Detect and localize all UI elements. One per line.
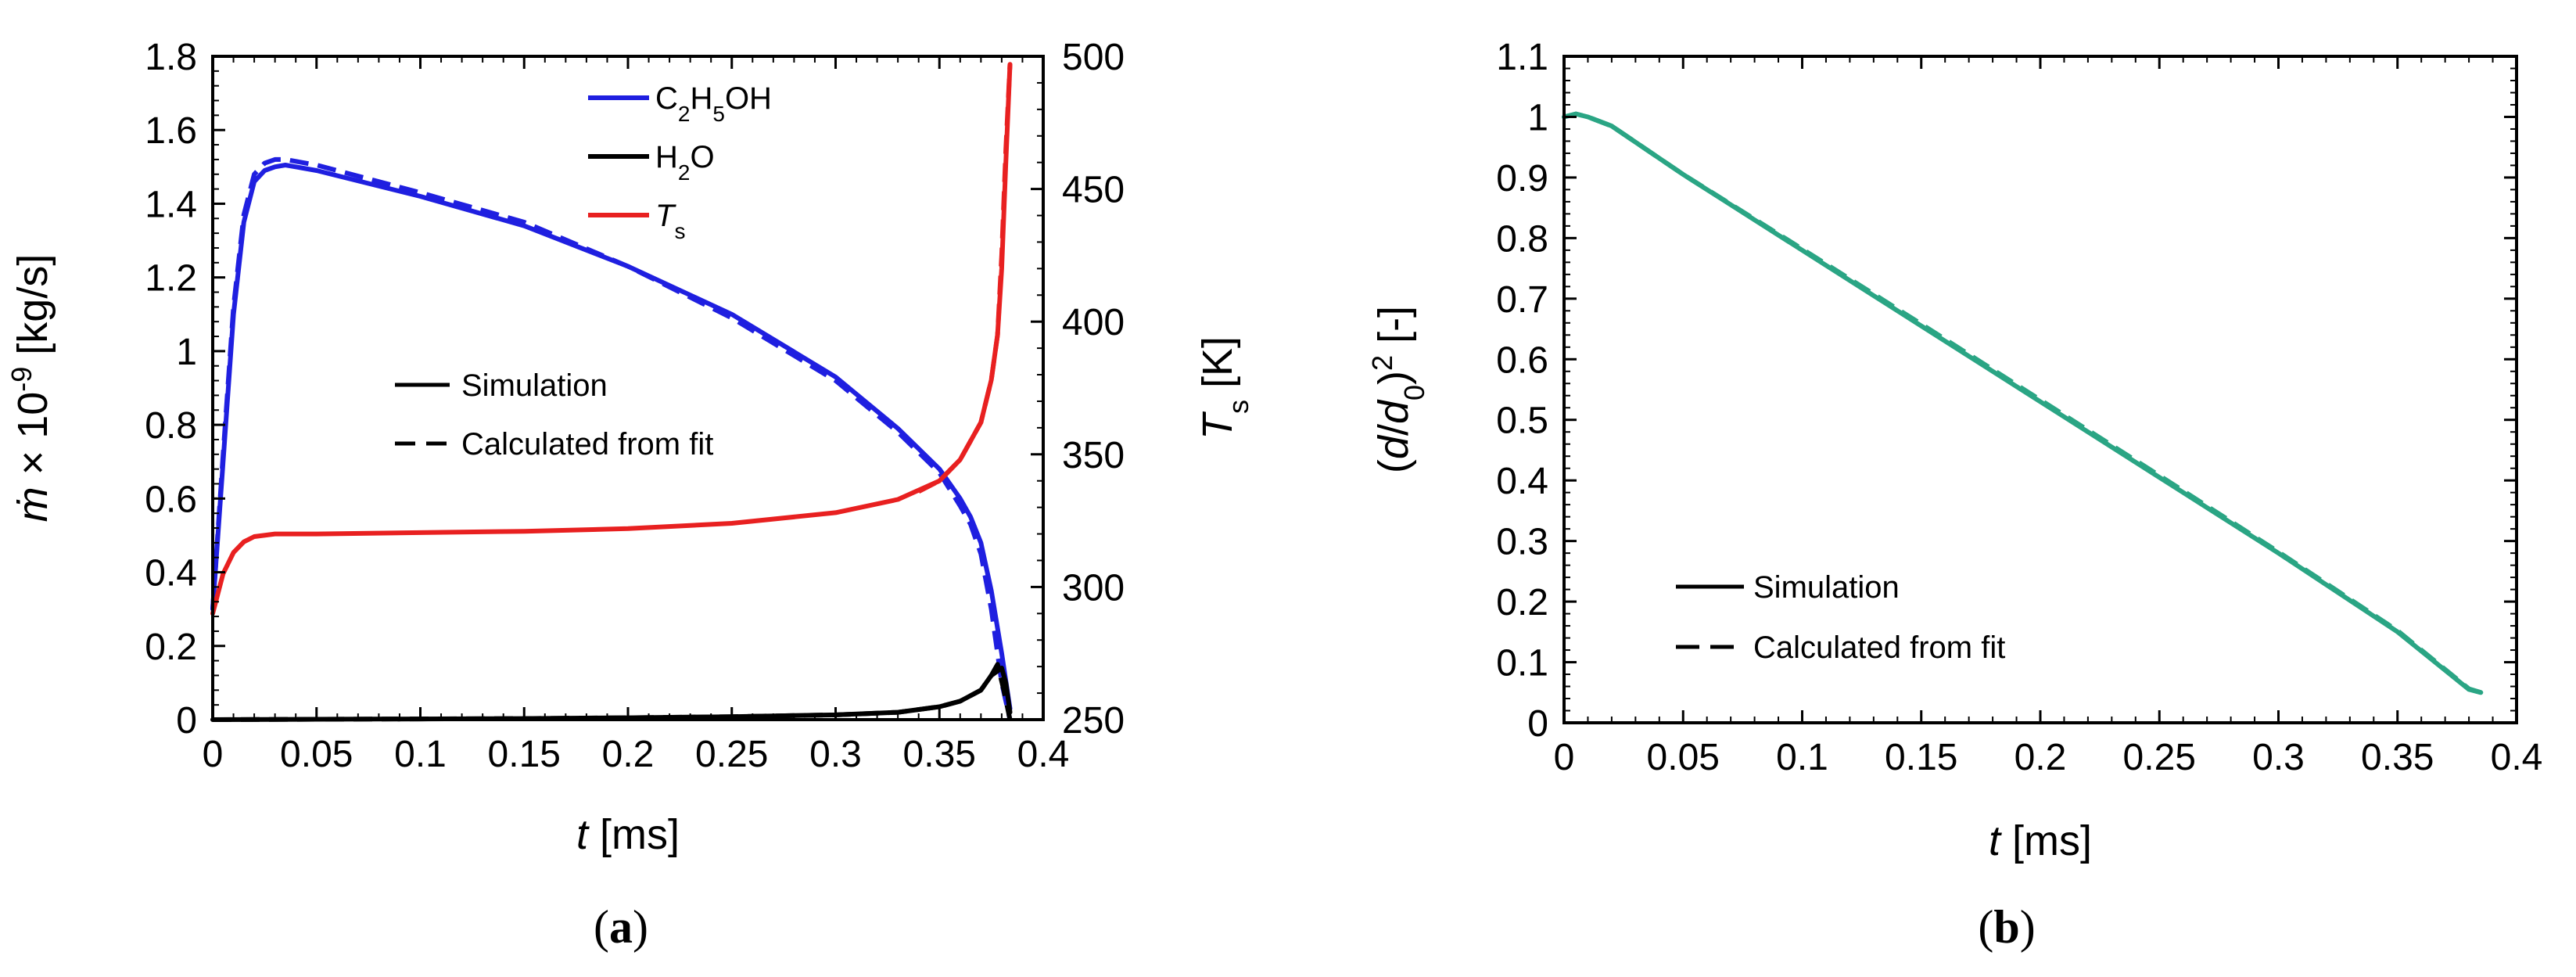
x-tick-label: 0.4 xyxy=(2491,737,2543,778)
panel-b-x-axis-label: t [ms] xyxy=(1989,817,2092,864)
panel-a-ticks: 0 0.05 0.1 0.15 0.2 0.25 0.3 0.35 0.4 0 0.2 0.4 0.6 0… xyxy=(145,37,1125,775)
panel-a-style-legend: Simulation Calculated from fit xyxy=(395,368,713,462)
y-tick-label: 0.4 xyxy=(1496,461,1548,502)
panel-a: 0 0.05 0.1 0.15 0.2 0.25 0.3 0.35 0.4 0 0.2 0.4 0.6 0… xyxy=(5,37,1254,953)
x-tick-label: 0.1 xyxy=(394,734,447,775)
panel-b-ticks: 0 0.05 0.1 0.15 0.2 0.25 0.3 0.35 0.4 0 0.1 0.2 0.3 0… xyxy=(1496,37,2542,778)
y-tick-label: 0.3 xyxy=(1496,522,1548,563)
series-line-calculated-from-fit xyxy=(1563,111,2482,695)
y-tick-label: 0.7 xyxy=(1496,279,1548,321)
y-tick-label: 1.2 xyxy=(145,258,197,300)
y-tick-label: 0.4 xyxy=(145,553,197,594)
y-right-tick-label: 300 xyxy=(1062,567,1125,609)
series-line-h2o-fit xyxy=(212,662,1013,722)
legend-label-ts: Ts xyxy=(655,199,685,243)
panel-a-y-right-label: Ts [K] xyxy=(1194,336,1254,440)
y-tick-label: 0.8 xyxy=(1496,218,1548,260)
y-tick-label: 0.2 xyxy=(1496,582,1548,623)
panel-b-caption: (b) xyxy=(1978,901,2035,953)
legend-label-fit: Calculated from fit xyxy=(1753,630,2005,665)
series-line-ts-simulation xyxy=(210,62,1013,616)
panel-b: 0 0.05 0.1 0.15 0.2 0.25 0.3 0.35 0.4 0 0.1 0.2 0.3 0… xyxy=(1366,37,2543,953)
x-tick-label: 0.1 xyxy=(1776,737,1828,778)
panel-b-y-axis-label: (d/d0)2 [-] xyxy=(1366,306,1430,473)
y-tick-label: 0 xyxy=(176,700,197,742)
x-tick-label: 0 xyxy=(203,734,224,775)
x-tick-label: 0.25 xyxy=(2123,737,2196,778)
legend-label-ethanol: C2H5OH xyxy=(655,81,772,126)
y-right-tick-label: 450 xyxy=(1062,170,1125,211)
legend-label-water: H2O xyxy=(655,140,715,185)
series-line-ts-fit xyxy=(917,64,1013,494)
x-tick-label: 0.35 xyxy=(2361,737,2434,778)
series-line-simulation xyxy=(1562,111,2484,695)
panel-a-x-axis-label: t [ms] xyxy=(576,811,680,858)
y-tick-label: 0.6 xyxy=(145,479,197,520)
x-tick-label: 0.15 xyxy=(488,734,561,775)
y-tick-label: 0.2 xyxy=(145,627,197,668)
x-tick-label: 0.35 xyxy=(903,734,976,775)
panel-a-species-legend: C2H5OH H2O Ts xyxy=(588,81,772,243)
panel-b-series xyxy=(1562,111,2484,695)
legend-label-simulation: Simulation xyxy=(1753,570,1900,605)
x-tick-label: 0.3 xyxy=(2252,737,2305,778)
y-right-tick-label: 400 xyxy=(1062,302,1125,343)
y-tick-label: 0.6 xyxy=(1496,339,1548,381)
x-tick-label: 0 xyxy=(1554,737,1575,778)
y-tick-label: 1.6 xyxy=(145,110,197,152)
x-tick-label: 0.25 xyxy=(695,734,768,775)
y-tick-label: 0 xyxy=(1527,703,1548,745)
y-right-tick-label: 250 xyxy=(1062,700,1125,742)
y-tick-label: 1.4 xyxy=(145,184,197,225)
x-tick-label: 0.2 xyxy=(2015,737,2067,778)
y-tick-label: 1 xyxy=(176,332,197,373)
legend-label-simulation: Simulation xyxy=(461,368,608,403)
x-tick-label: 0.05 xyxy=(1647,737,1720,778)
panel-b-style-legend: Simulation Calculated from fit xyxy=(1676,570,2005,665)
y-tick-label: 0.5 xyxy=(1496,400,1548,442)
x-tick-label: 0.15 xyxy=(1885,737,1957,778)
legend-label-fit: Calculated from fit xyxy=(461,427,713,462)
y-tick-label: 0.8 xyxy=(145,405,197,447)
x-tick-label: 0.05 xyxy=(280,734,353,775)
panel-a-y-left-label: ṁ × 10-9 [kg/s] xyxy=(5,254,57,523)
x-tick-label: 0.3 xyxy=(809,734,862,775)
y-tick-label: 1.1 xyxy=(1496,37,1548,78)
y-tick-label: 0.9 xyxy=(1496,158,1548,199)
series-line-c2h5oh-fit xyxy=(210,156,1013,720)
y-tick-label: 1 xyxy=(1527,97,1548,138)
y-tick-label: 1.8 xyxy=(145,37,197,78)
y-right-tick-label: 500 xyxy=(1062,37,1125,78)
panel-a-caption: (a) xyxy=(594,901,648,953)
x-tick-label: 0.2 xyxy=(602,734,655,775)
x-tick-label: 0.4 xyxy=(1017,734,1070,775)
panel-a-series xyxy=(210,62,1013,722)
y-tick-label: 0.1 xyxy=(1496,643,1548,684)
y-right-tick-label: 350 xyxy=(1062,435,1125,476)
panel-b-plot-frame xyxy=(1562,55,2518,724)
